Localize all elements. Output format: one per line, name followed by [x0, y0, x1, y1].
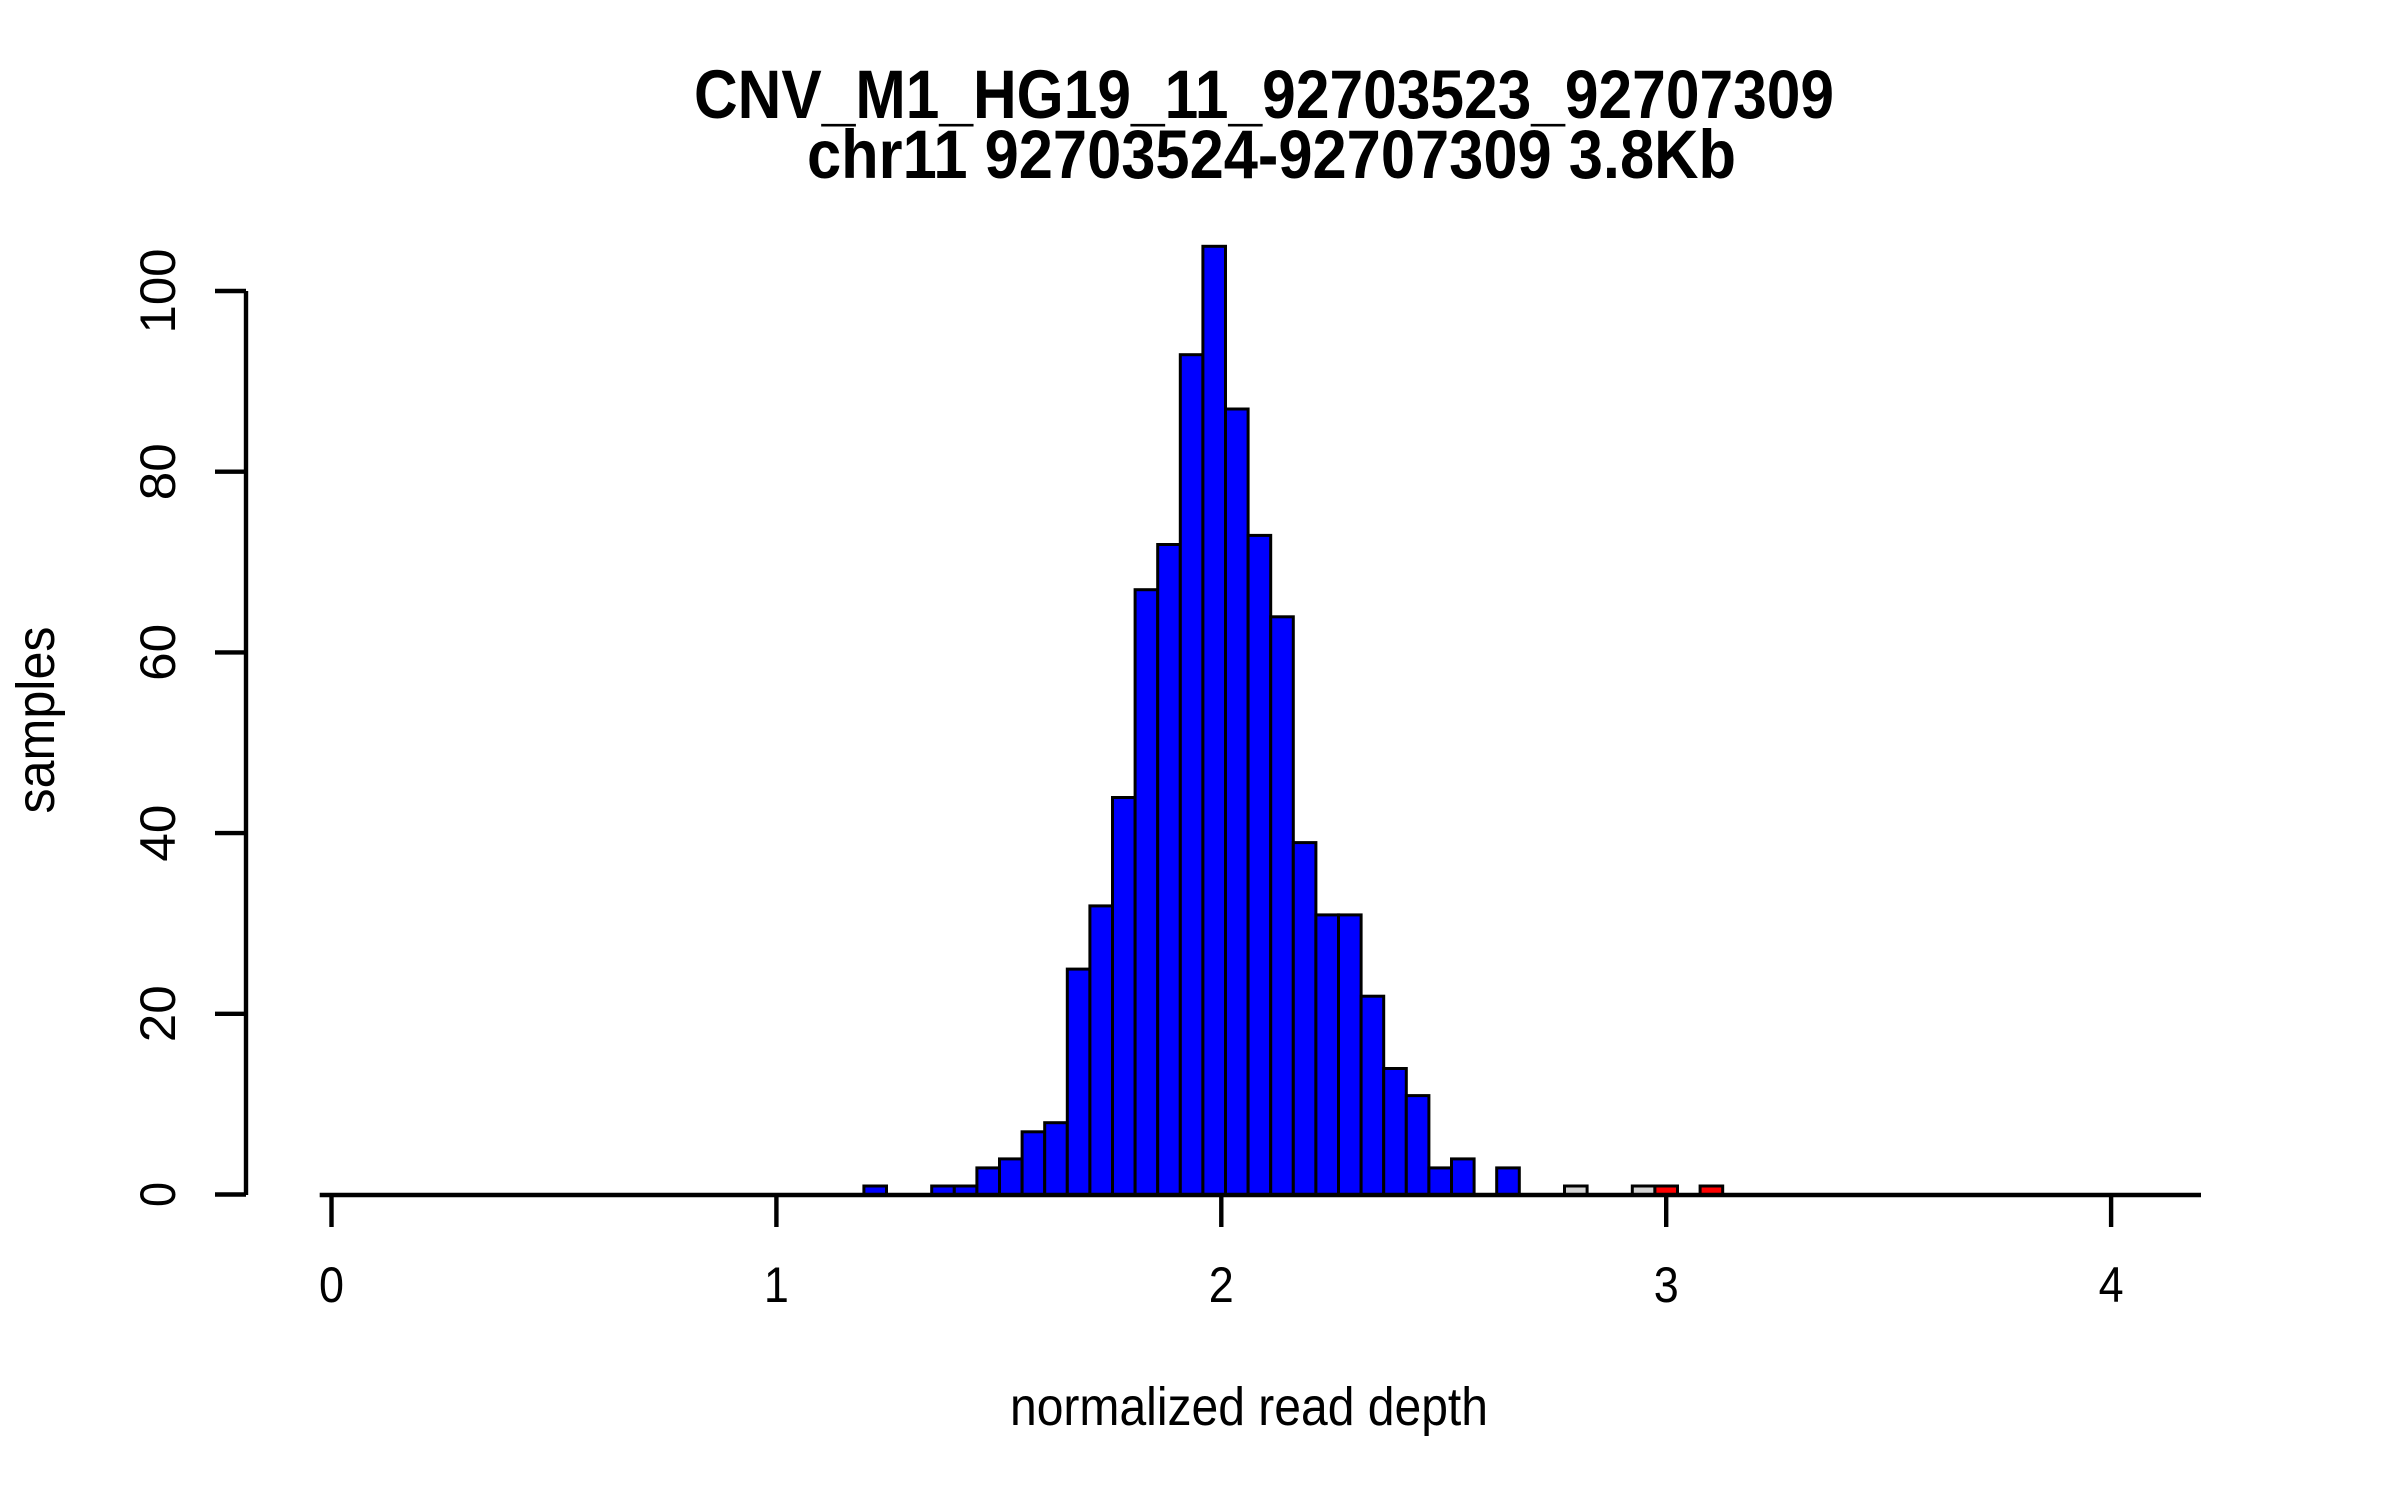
svg-text:40: 40	[130, 805, 186, 862]
svg-text:2: 2	[1209, 1257, 1234, 1313]
svg-text:3: 3	[1654, 1257, 1679, 1313]
svg-text:0: 0	[130, 1182, 186, 1207]
svg-text:4: 4	[2099, 1257, 2124, 1313]
svg-text:CNV_M1_HG19_11_92703523_927073: CNV_M1_HG19_11_92703523_92707309	[694, 56, 1834, 133]
svg-text:100: 100	[130, 249, 186, 334]
svg-text:normalized read depth: normalized read depth	[1010, 1377, 1488, 1437]
svg-text:60: 60	[130, 624, 186, 681]
svg-text:80: 80	[130, 443, 186, 500]
svg-text:1: 1	[764, 1257, 789, 1313]
svg-text:20: 20	[130, 985, 186, 1042]
svg-text:chr11 92703524-92707309 3.8Kb: chr11 92703524-92707309 3.8Kb	[807, 116, 1736, 193]
svg-text:samples: samples	[6, 627, 66, 814]
svg-text:0: 0	[319, 1257, 344, 1313]
